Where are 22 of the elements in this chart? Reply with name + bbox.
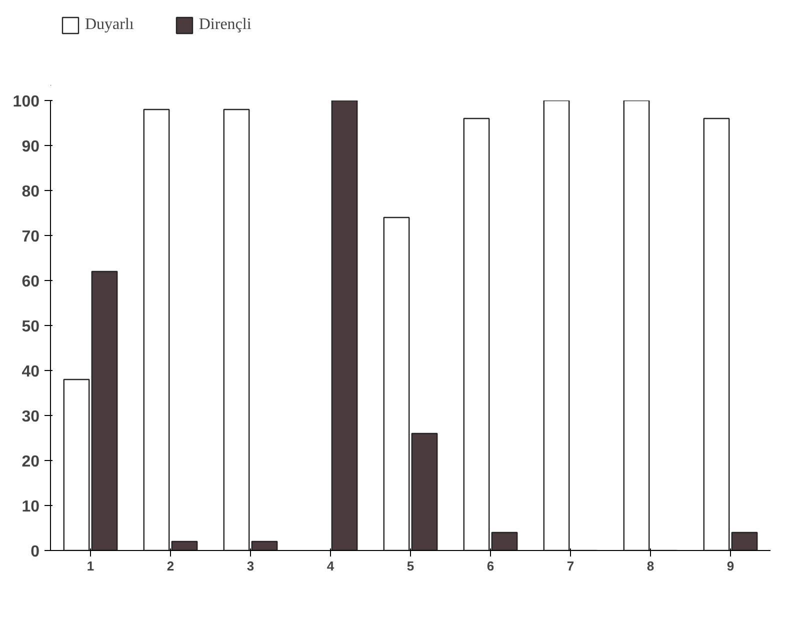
y-tick-label: 60 — [22, 274, 40, 290]
y-tick-label: 90 — [22, 138, 40, 156]
x-tick-label: 5 — [406, 558, 414, 574]
y-tick-label: 100 — [12, 94, 40, 110]
y-tick-label: 80 — [22, 184, 40, 200]
x-tick-label: 6 — [486, 558, 494, 574]
y-tick-label: 0 — [30, 544, 40, 560]
x-tick-label: 1 — [86, 558, 94, 574]
y-tick-label: 10 — [22, 498, 40, 516]
y-tick-label: 30 — [22, 408, 40, 426]
y-tick-label: 70 — [22, 228, 40, 246]
x-tick-label: 7 — [566, 558, 574, 574]
y-tick-label: 50 — [22, 318, 40, 336]
x-tick-label: 3 — [246, 558, 254, 574]
y-tick-label: 40 — [22, 364, 40, 380]
y-tick-label: 20 — [22, 454, 40, 470]
legend-label: Dirençli — [198, 16, 252, 34]
x-tick-label: 8 — [646, 558, 654, 574]
legend-label: Duyarlı — [85, 16, 134, 34]
x-tick-label: 4 — [326, 558, 335, 574]
x-tick-label: 9 — [726, 558, 734, 574]
x-tick-label: 2 — [166, 558, 174, 574]
